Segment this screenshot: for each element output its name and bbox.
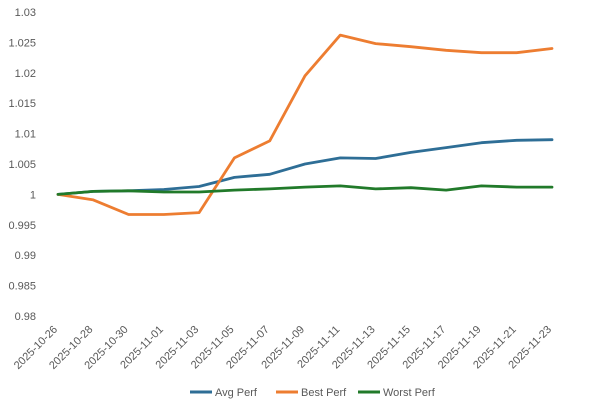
plot-area: [56, 33, 554, 216]
y-tick-label: 1.005: [8, 159, 36, 171]
y-tick-label: 0.985: [8, 281, 36, 293]
y-tick-label: 0.99: [15, 250, 36, 262]
series-line-best-perf: [56, 33, 554, 216]
y-tick-label: 1: [30, 189, 36, 201]
legend-label: Worst Perf: [383, 387, 436, 399]
y-tick-label: 1.01: [15, 129, 36, 141]
legend-label: Avg Perf: [215, 387, 258, 399]
x-axis: 2025-10-262025-10-282025-10-302025-11-01…: [12, 324, 554, 372]
legend: Avg Perf Best Perf Worst Perf: [190, 387, 436, 399]
y-tick-label: 1.015: [8, 98, 36, 110]
y-tick-label: 0.98: [15, 311, 36, 323]
legend-label: Best Perf: [301, 387, 347, 399]
y-tick-label: 1.03: [15, 7, 36, 19]
series-line-worst-perf: [56, 184, 554, 196]
y-tick-label: 1.025: [8, 37, 36, 49]
y-tick-label: 1.02: [15, 68, 36, 80]
y-axis: 1.03 1.025 1.02 1.015 1.01 1.005 1 0.995 0.99 0.9…: [8, 7, 36, 323]
y-tick-label: 0.995: [8, 220, 36, 232]
